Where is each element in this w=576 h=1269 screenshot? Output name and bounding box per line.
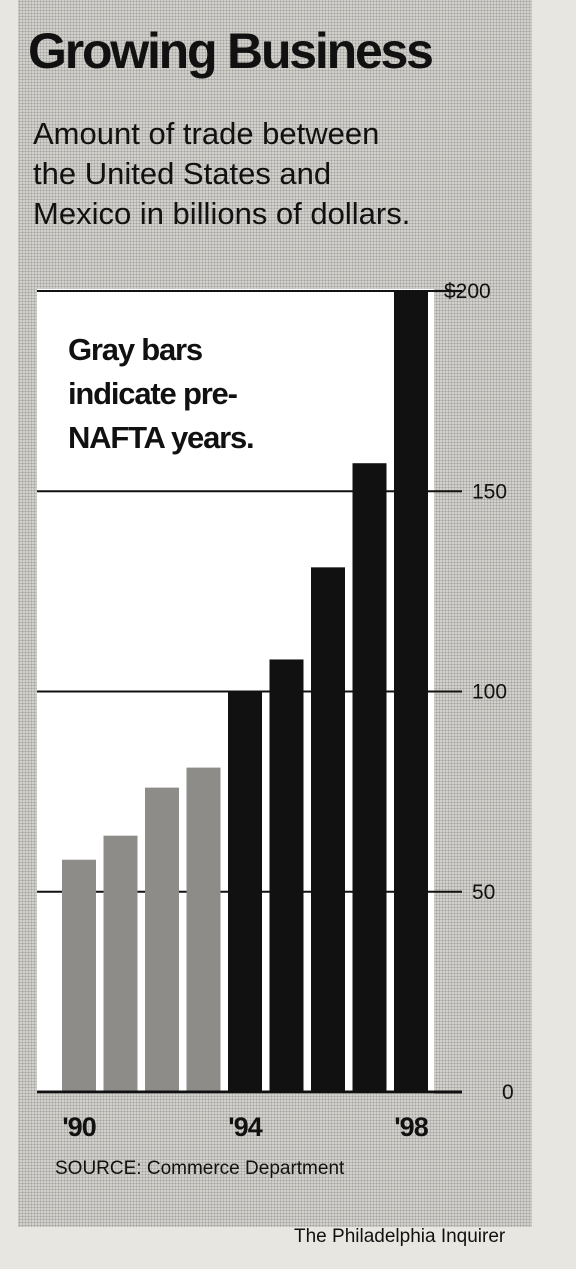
y-tick-label-150: 150 — [472, 480, 507, 503]
y-tick-label-200: $200 — [444, 280, 491, 303]
y-tick-label-50: 50 — [472, 881, 495, 904]
annotation-line: NAFTA years. — [68, 420, 253, 455]
chart-annotation: Gray bars indicate pre- NAFTA years. — [68, 332, 253, 455]
chart-title: Growing Business — [28, 23, 434, 79]
y-tick-label-100: 100 — [472, 681, 507, 704]
annotation-line: indicate pre- — [68, 376, 238, 411]
bar-1995 — [269, 659, 304, 1092]
source-note: SOURCE: Commerce Department — [55, 1158, 345, 1179]
bar-1991 — [103, 835, 138, 1092]
x-tick-label-98: '98 — [394, 1112, 428, 1142]
bar-1996 — [311, 567, 345, 1092]
publication-credit: The Philadelphia Inquirer — [294, 1226, 506, 1247]
y-tick-label-0: 0 — [502, 1081, 514, 1104]
bar-1998 — [394, 291, 428, 1092]
bar-1997 — [352, 463, 387, 1093]
bar-1990 — [62, 859, 96, 1092]
annotation-line: Gray bars — [68, 332, 202, 367]
chart-subtitle: Amount of trade between the United State… — [33, 116, 411, 231]
bar-1993 — [186, 767, 221, 1092]
x-tick-label-94: '94 — [228, 1112, 262, 1142]
bar-1994 — [228, 691, 262, 1092]
x-tick-label-90: '90 — [62, 1112, 95, 1142]
bar-1992 — [145, 787, 179, 1092]
